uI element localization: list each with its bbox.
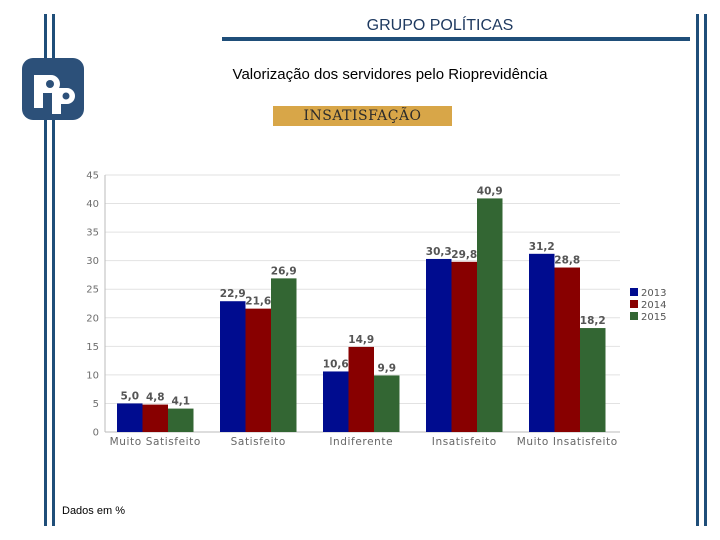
- legend-swatch-2015: [630, 312, 638, 320]
- data-label: 5,0: [120, 390, 139, 402]
- bar-2015-2: [271, 278, 297, 432]
- bar-2014-5: [554, 267, 580, 432]
- page-title: GRUPO POLÍTICAS: [366, 17, 514, 34]
- data-label: 18,2: [580, 315, 606, 327]
- data-label: 10,6: [323, 358, 349, 370]
- data-label: 4,8: [146, 392, 165, 404]
- data-label: 26,9: [271, 265, 297, 277]
- category-tag: INSATISFAÇÃO: [273, 106, 452, 126]
- legend-label: 2013: [641, 288, 666, 299]
- bar-2013-5: [529, 253, 555, 432]
- y-tick-label: 20: [86, 313, 99, 324]
- header-underline: [222, 37, 690, 41]
- bar-2015-1: [168, 408, 194, 432]
- legend-swatch-2013: [630, 288, 638, 296]
- bar-2015-3: [374, 375, 400, 432]
- y-tick-label: 30: [86, 256, 99, 267]
- bar-2013-1: [117, 403, 143, 432]
- bar-2015-4: [477, 198, 503, 432]
- data-label: 9,9: [377, 362, 396, 374]
- data-label: 29,8: [451, 249, 477, 261]
- x-tick-label: Indiferente: [329, 436, 393, 448]
- bar-2014-3: [348, 346, 374, 432]
- y-tick-label: 45: [86, 171, 99, 182]
- x-tick-label: Insatisfeito: [432, 436, 497, 448]
- frame-left-bar-1: [44, 14, 47, 526]
- y-tick-label: 25: [86, 285, 99, 296]
- bar-2014-4: [451, 261, 477, 432]
- legend-label: 2014: [641, 300, 666, 311]
- bar-2013-2: [220, 301, 246, 432]
- x-tick-label: Muito Satisfeito: [110, 436, 201, 448]
- bar-2013-3: [323, 371, 349, 432]
- x-tick-label: Muito Insatisfeito: [517, 436, 618, 448]
- y-tick-label: 15: [86, 342, 99, 353]
- bar-2015-5: [580, 328, 606, 432]
- data-label: 22,9: [220, 288, 246, 300]
- data-label: 14,9: [348, 334, 374, 346]
- data-label: 4,1: [171, 396, 190, 408]
- bar-2013-4: [426, 258, 452, 432]
- y-tick-label: 10: [86, 370, 99, 381]
- legend-label: 2015: [641, 312, 666, 323]
- y-tick-label: 0: [93, 428, 99, 439]
- footer-note: Dados em %: [62, 505, 125, 517]
- bar-2014-1: [142, 404, 168, 432]
- chart-subtitle: Valorização dos servidores pelo Rioprevi…: [232, 66, 548, 83]
- frame-right-bar-2: [704, 14, 707, 526]
- frame-right-bar-1: [696, 14, 699, 526]
- data-label: 31,2: [529, 241, 555, 253]
- y-tick-label: 5: [93, 399, 99, 410]
- data-label: 40,9: [477, 185, 503, 197]
- data-label: 28,8: [554, 255, 580, 267]
- frame-left-bar-2: [52, 14, 55, 526]
- data-label: 21,6: [245, 296, 271, 308]
- legend-swatch-2014: [630, 300, 638, 308]
- y-tick-label: 35: [86, 228, 99, 239]
- bar-2014-2: [245, 308, 271, 432]
- data-label: 30,3: [426, 246, 452, 258]
- rioprevidencia-logo-icon: [22, 58, 84, 120]
- x-tick-label: Satisfeito: [231, 436, 286, 448]
- y-tick-label: 40: [86, 199, 99, 210]
